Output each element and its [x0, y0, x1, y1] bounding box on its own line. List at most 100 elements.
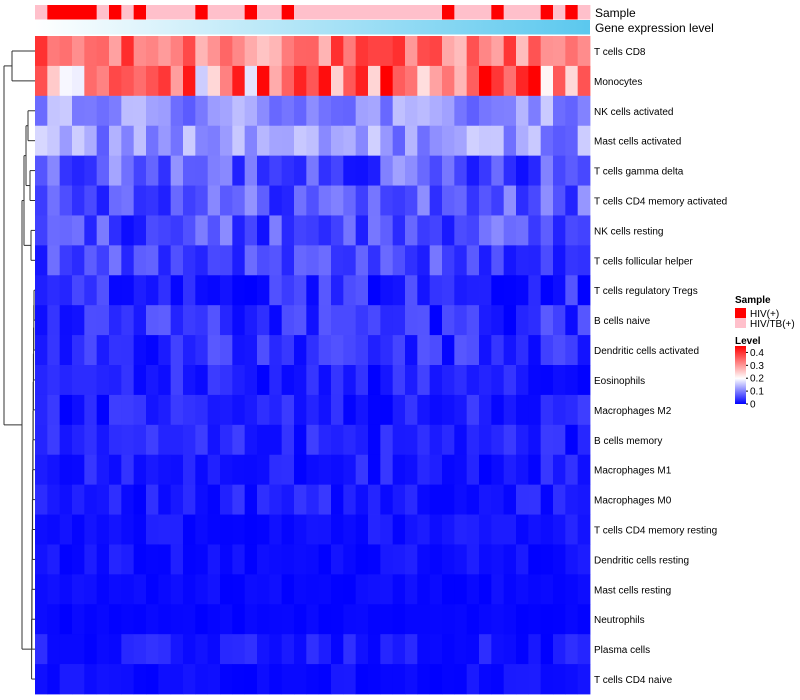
heatmap-cell: [47, 604, 61, 635]
heatmap-cell: [318, 155, 332, 186]
heatmap-cell: [454, 245, 468, 276]
heatmap-cell: [281, 95, 295, 127]
heatmap-cell: [503, 664, 517, 695]
sample-annotation-cell: [577, 5, 591, 20]
heatmap-cell: [392, 394, 406, 426]
heatmap-cell: [368, 36, 381, 67]
heatmap-cell: [133, 604, 147, 635]
heatmap-cell: [133, 185, 147, 216]
heatmap-cell: [244, 424, 258, 456]
heatmap-cell: [109, 65, 122, 97]
heatmap-cell: [146, 634, 159, 665]
heatmap-cell: [281, 155, 295, 186]
heatmap-cell: [35, 245, 48, 276]
heatmap-cell: [195, 65, 209, 97]
heatmap-cell: [318, 634, 332, 665]
heatmap-cell: [232, 95, 246, 127]
heatmap-cell: [528, 394, 542, 426]
heatmap-cell: [368, 394, 381, 426]
heatmap-cell: [528, 185, 542, 216]
heatmap-cell: [417, 544, 431, 575]
heatmap-cell: [355, 604, 369, 635]
sample-annotation-cell: [133, 5, 147, 20]
heatmap-cell: [318, 305, 332, 336]
heatmap-cell: [35, 604, 48, 635]
heatmap-cell: [343, 424, 357, 456]
heatmap-cell: [405, 544, 418, 575]
heatmap-cell: [405, 394, 418, 426]
sample-annotation-cell: [355, 5, 369, 20]
heatmap-cell: [540, 424, 554, 456]
heatmap-cell: [146, 215, 159, 246]
heatmap-cell: [380, 634, 394, 665]
heatmap-cell: [220, 245, 233, 276]
heatmap-cell: [331, 155, 344, 186]
heatmap-cell: [565, 604, 579, 635]
row-label: T cells CD4 memory resting: [594, 526, 717, 537]
heatmap-cell: [72, 544, 85, 575]
heatmap-cell: [429, 604, 443, 635]
row-dendrogram: [3, 50, 35, 680]
heatmap-cell: [417, 365, 431, 396]
heatmap-cell: [244, 544, 258, 575]
heatmap-cell: [380, 275, 394, 306]
heatmap-cell: [96, 185, 110, 216]
heatmap-cell: [146, 65, 159, 97]
heatmap-cell: [343, 574, 357, 605]
heatmap-cell: [158, 484, 172, 515]
heatmap-cell: [343, 544, 357, 575]
heatmap-cell: [442, 604, 455, 635]
heatmap-cell: [294, 275, 307, 306]
sample-legend-label: HIV(+): [750, 309, 779, 320]
heatmap-cell: [294, 544, 307, 575]
heatmap-cell: [479, 454, 492, 486]
heatmap-cell: [528, 36, 542, 67]
heatmap-cell: [257, 664, 270, 695]
heatmap-cell: [417, 454, 431, 486]
heatmap-cell: [368, 514, 381, 545]
heatmap-cell: [429, 424, 443, 456]
sample-legend-swatch: [735, 308, 746, 318]
heatmap-cell: [479, 245, 492, 276]
heatmap-cell: [577, 335, 591, 366]
heatmap-cell: [35, 95, 48, 127]
heatmap-cell: [59, 155, 73, 186]
heatmap-cell: [306, 365, 320, 396]
heatmap-cell: [343, 125, 357, 157]
heatmap-cell: [207, 394, 221, 426]
heatmap-cell: [466, 245, 480, 276]
heatmap-cell: [331, 365, 344, 396]
heatmap-cell: [306, 125, 320, 157]
heatmap-cell: [343, 245, 357, 276]
heatmap-cell: [109, 155, 122, 186]
heatmap-cell: [540, 185, 554, 216]
heatmap-cell: [392, 95, 406, 127]
heatmap-cell: [232, 394, 246, 426]
row-label: Plasma cells: [594, 645, 650, 656]
heatmap-cell: [540, 275, 554, 306]
heatmap-cell: [59, 215, 73, 246]
heatmap-cell: [331, 424, 344, 456]
heatmap-cell: [380, 365, 394, 396]
heatmap-cell: [442, 125, 455, 157]
row-label: B cells naive: [594, 316, 651, 327]
heatmap-cell: [331, 394, 344, 426]
heatmap-cell: [133, 634, 147, 665]
heatmap-cell: [72, 604, 85, 635]
heatmap-cell: [133, 275, 147, 306]
heatmap-cell: [207, 484, 221, 515]
heatmap-cell: [207, 215, 221, 246]
heatmap-cell: [84, 544, 98, 575]
heatmap-cell: [232, 215, 246, 246]
heatmap-cell: [269, 604, 283, 635]
heatmap-cell: [183, 604, 196, 635]
heatmap-cell: [405, 604, 418, 635]
heatmap-cell: [368, 185, 381, 216]
heatmap-cell: [516, 185, 529, 216]
heatmap-cell: [466, 65, 480, 97]
heatmap-cell: [232, 365, 246, 396]
heatmap-cell: [318, 65, 332, 97]
heatmap-cell: [146, 604, 159, 635]
heatmap-cell: [47, 155, 61, 186]
heatmap-cell: [565, 245, 579, 276]
